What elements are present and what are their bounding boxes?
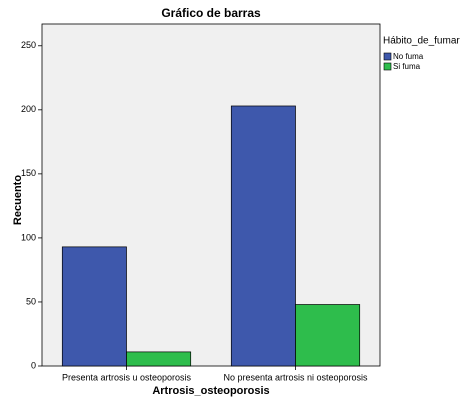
bar [126,351,192,367]
y-tick-label: 150 [21,168,36,178]
bar [230,105,296,367]
y-tick-label: 200 [21,104,36,114]
legend-swatch [383,52,392,61]
y-tick-label: 0 [31,360,36,370]
legend-label: Si fuma [393,62,421,71]
x-axis-label: Artrosis_osteoporosis [152,385,269,397]
y-tick-label: 100 [21,232,36,242]
y-tick-label: 50 [26,296,36,306]
y-tick-label: 250 [21,40,36,50]
bar [295,304,361,367]
legend-title: Hábito_de_fumar [383,36,460,47]
x-tick-label: No presenta artrosis ni osteoporosis [223,372,368,382]
chart-title: Gráfico de barras [161,6,261,20]
bar [61,246,127,367]
x-tick-label: Presenta artrosis u osteoporosis [62,372,192,382]
y-axis-label: Recuento [12,175,24,225]
legend-label: No fuma [393,52,424,61]
legend-swatch [383,62,392,71]
